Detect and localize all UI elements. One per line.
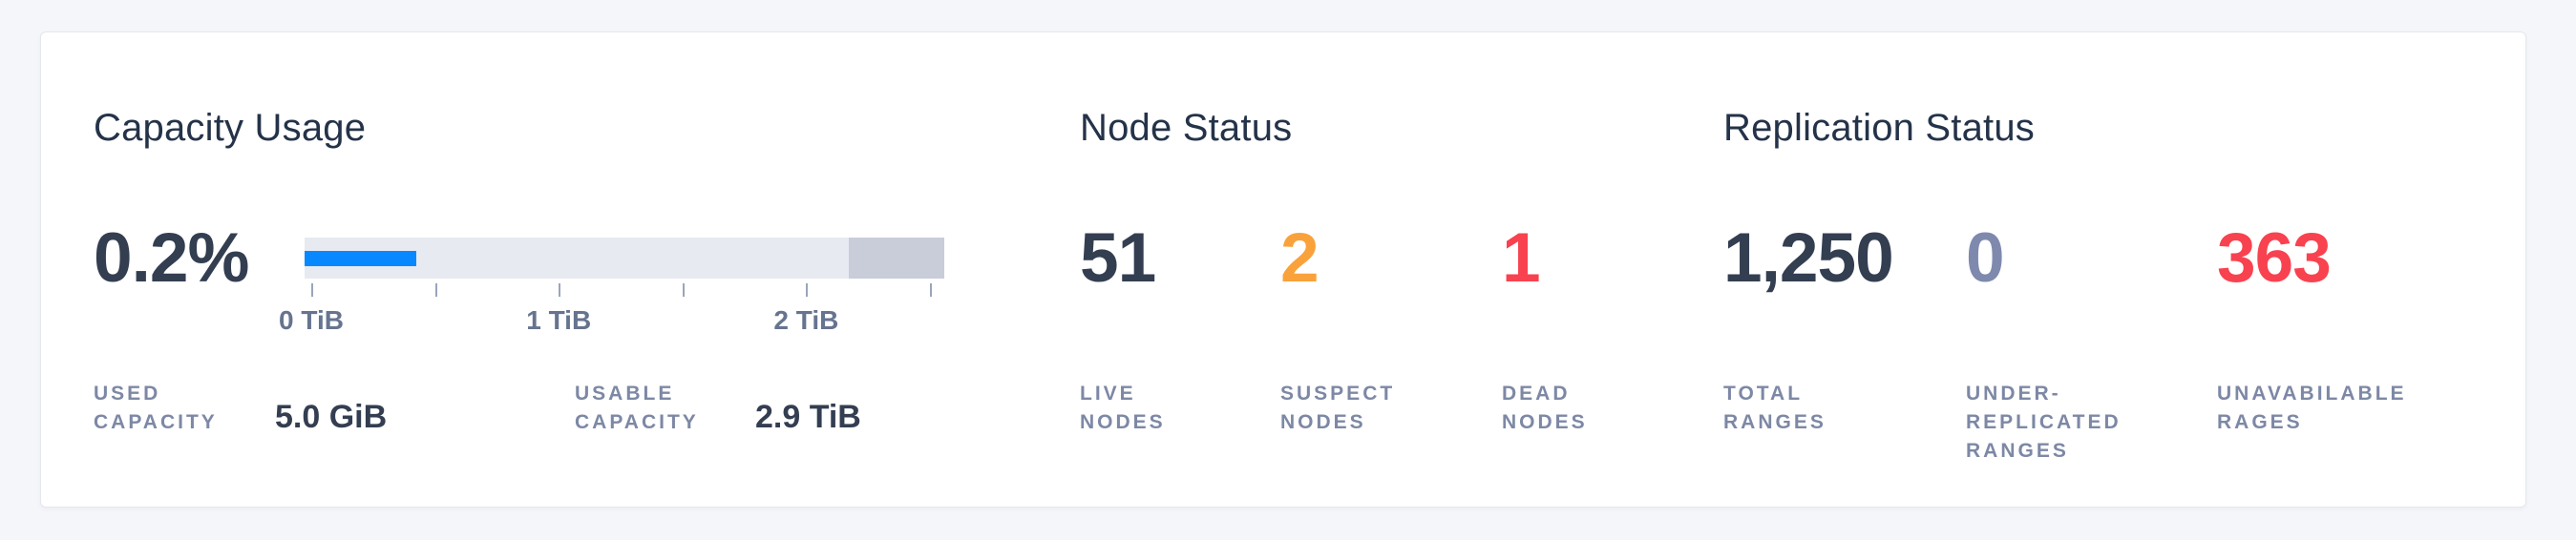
capacity-used-bar <box>305 251 417 266</box>
axis-tick <box>434 283 437 297</box>
axis-label-2tib: 2 TiB <box>773 305 839 335</box>
stat-label: UNDER- REPLICATED RANGES <box>1966 383 2122 462</box>
axis-tick <box>806 283 809 297</box>
axis-tick <box>559 283 561 297</box>
stat-label: DEAD NODES <box>1502 383 1588 433</box>
stat-value: 51 <box>1080 219 1156 297</box>
capacity-usage-section: Capacity Usage 0.2% 0 TiB 1 TiB 2 TiB <box>94 32 1048 507</box>
stat-value: 2 <box>1280 219 1320 297</box>
axis-tick <box>311 283 313 297</box>
axis-tick <box>930 283 932 297</box>
stat-value: 1 <box>1502 219 1541 297</box>
stat-value: 5.0 GiB <box>275 399 388 435</box>
axis-label-1tib: 1 TiB <box>526 305 592 335</box>
axis-tick <box>682 283 685 297</box>
stat-label: LIVE NODES <box>1080 383 1166 433</box>
capacity-axis-labels: 0 TiB 1 TiB 2 TiB <box>279 304 930 339</box>
stat-value: 0 <box>1966 219 2005 297</box>
section-title-capacity-usage: Capacity Usage <box>94 107 367 149</box>
section-title-node-status: Node Status <box>1080 107 1293 149</box>
capacity-percent-value: 0.2% <box>94 219 249 297</box>
capacity-bar-track <box>305 238 944 279</box>
stat-label: TOTAL RANGES <box>1723 383 1826 433</box>
stat-label: USED CAPACITY <box>94 383 218 433</box>
capacity-reserved-segment <box>848 238 944 279</box>
stat-value: 1,250 <box>1723 219 1894 297</box>
stat-value: 363 <box>2217 219 2332 297</box>
section-title-replication-status: Replication Status <box>1723 107 2036 149</box>
stat-label: USABLE CAPACITY <box>575 383 699 433</box>
stat-label: UNAVABILABLE RAGES <box>2217 383 2407 433</box>
stat-label: SUSPECT NODES <box>1280 383 1396 433</box>
stat-value: 2.9 TiB <box>755 399 861 435</box>
node-status-section: Node Status 51 LIVE NODES 2 SUSPECT NODE… <box>1080 32 1700 507</box>
replication-status-section: Replication Status 1,250 TOTAL RANGES 0 … <box>1723 32 2506 507</box>
axis-label-0tib: 0 TiB <box>279 305 344 335</box>
capacity-axis-ticks <box>311 283 932 297</box>
cluster-summary-card: Capacity Usage 0.2% 0 TiB 1 TiB 2 TiB <box>40 31 2526 508</box>
